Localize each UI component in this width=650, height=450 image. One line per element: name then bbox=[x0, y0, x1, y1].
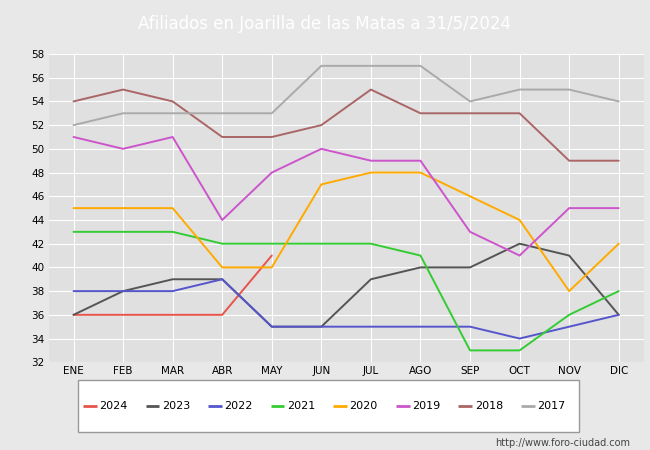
Text: Afiliados en Joarilla de las Matas a 31/5/2024: Afiliados en Joarilla de las Matas a 31/… bbox=[138, 14, 512, 33]
Text: 2021: 2021 bbox=[287, 401, 315, 411]
Text: 2023: 2023 bbox=[162, 401, 190, 411]
Text: 2019: 2019 bbox=[412, 401, 440, 411]
Text: 2018: 2018 bbox=[474, 401, 503, 411]
Text: 2022: 2022 bbox=[224, 401, 253, 411]
Text: 2017: 2017 bbox=[537, 401, 566, 411]
Text: http://www.foro-ciudad.com: http://www.foro-ciudad.com bbox=[495, 438, 630, 448]
Text: 2024: 2024 bbox=[99, 401, 127, 411]
FancyBboxPatch shape bbox=[78, 380, 578, 432]
Text: 2020: 2020 bbox=[350, 401, 378, 411]
